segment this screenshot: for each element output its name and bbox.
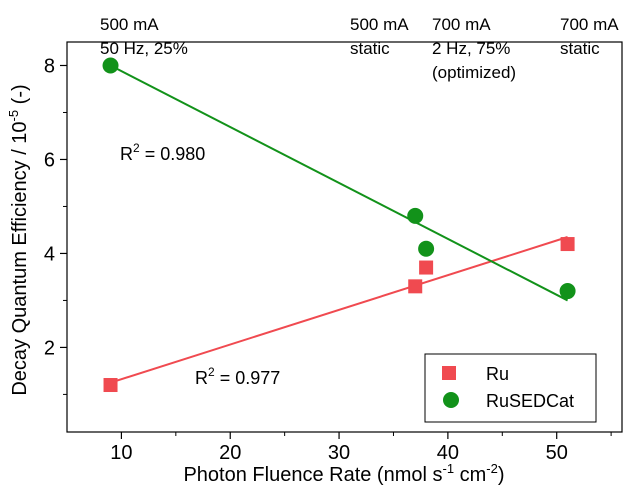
r2-rusedcat-sup: 2	[133, 141, 140, 155]
point-rusedcat	[559, 283, 576, 300]
annotation-3-line-3: (optimized)	[432, 63, 516, 82]
y-axis-title-sup: -5	[6, 110, 21, 122]
x-axis-title-sup2: -2	[486, 461, 498, 476]
legend: Ru RuSEDCat	[424, 353, 597, 423]
r2-ru-r: R	[195, 368, 208, 388]
x-tick-label: 30	[328, 442, 350, 464]
annotation-4: 700 mA static	[560, 15, 619, 58]
plot-frame	[66, 41, 623, 433]
legend-marker-rusedcat	[443, 392, 459, 408]
y-axis-title-main: Decay Quantum Efficiency / 10	[9, 121, 31, 395]
annotation-3: 700 mA 2 Hz, 75% (optimized)	[432, 15, 516, 82]
y-axis-title-end: (-)	[9, 84, 31, 110]
annotation-2: 500 mA static	[350, 15, 409, 58]
r2-label-rusedcat: R2 = 0.980	[120, 141, 205, 164]
point-rusedcat	[418, 240, 435, 257]
annotation-2-line-2: static	[350, 39, 390, 58]
r2-rusedcat-value: = 0.980	[140, 144, 206, 164]
r2-ru-value: = 0.977	[215, 368, 281, 388]
annotation-1: 500 mA 50 Hz, 25%	[100, 15, 188, 58]
data-points	[102, 57, 576, 393]
x-axis: 10 20 30 40 50	[110, 432, 612, 464]
annotation-4-line-1: 700 mA	[560, 15, 619, 34]
r2-label-ru: R2 = 0.977	[195, 365, 280, 388]
legend-label-rusedcat: RuSEDCat	[486, 391, 574, 411]
point-rusedcat	[102, 57, 119, 74]
x-axis-title-main: Photon Fluence Rate (nmol s	[183, 464, 442, 486]
point-ru	[103, 378, 118, 393]
annotation-1-line-2: 50 Hz, 25%	[100, 39, 188, 58]
x-tick-label: 40	[437, 442, 459, 464]
y-axis: 2 4 6 8	[44, 55, 67, 395]
x-tick-label: 20	[219, 442, 241, 464]
r2-rusedcat-r: R	[120, 144, 133, 164]
y-tick-label: 6	[44, 149, 55, 171]
point-rusedcat	[407, 207, 424, 224]
annotation-3-line-1: 700 mA	[432, 15, 491, 34]
point-ru	[560, 237, 575, 252]
x-axis-title: Photon Fluence Rate (nmol s-1 cm-2)	[183, 461, 504, 486]
fit-line-rusedcat	[110, 64, 569, 302]
x-axis-title-sup1: -1	[443, 461, 455, 476]
legend-marker-ru	[442, 366, 456, 380]
y-tick-label: 4	[44, 243, 55, 265]
annotation-4-line-2: static	[560, 39, 600, 58]
point-ru	[408, 279, 423, 294]
r2-ru-sup: 2	[208, 365, 215, 379]
x-tick-label: 10	[110, 442, 132, 464]
y-tick-label: 8	[44, 55, 55, 77]
fit-lines	[110, 64, 569, 384]
legend-box	[424, 353, 597, 423]
point-ru	[419, 260, 434, 275]
y-axis-title: Decay Quantum Efficiency / 10-5 (-)	[6, 84, 31, 395]
legend-label-ru: Ru	[486, 364, 509, 384]
annotation-3-line-2: 2 Hz, 75%	[432, 39, 510, 58]
y-tick-label: 2	[44, 337, 55, 359]
x-tick-label: 50	[546, 442, 568, 464]
x-axis-title-mid: cm	[454, 464, 486, 486]
annotation-2-line-1: 500 mA	[350, 15, 409, 34]
x-axis-title-end: )	[498, 464, 505, 486]
annotation-1-line-1: 500 mA	[100, 15, 159, 34]
